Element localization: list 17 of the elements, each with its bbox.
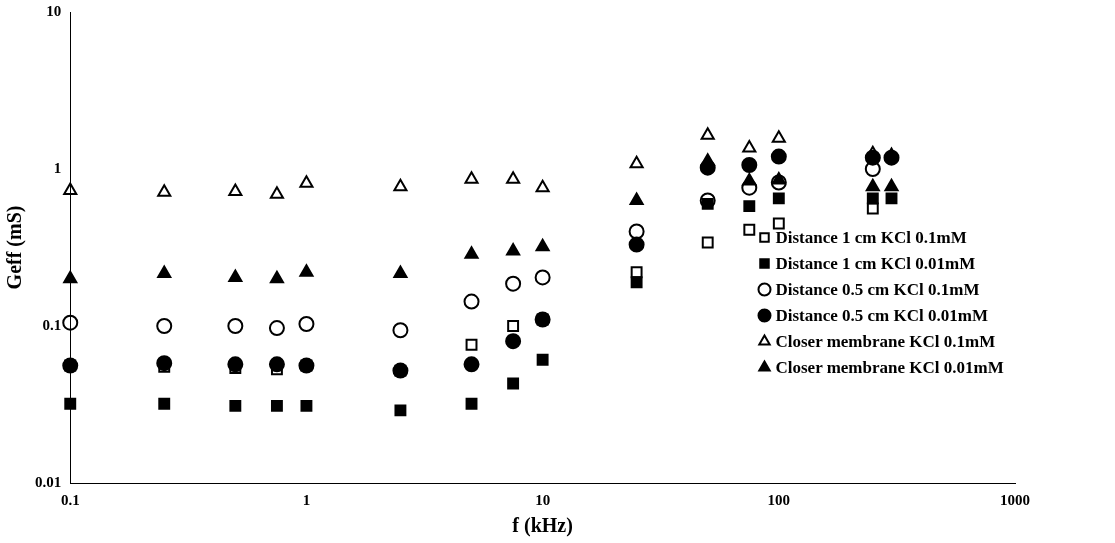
legend-label: Distance 0.5 cm KCl 0.01mM (775, 305, 988, 325)
legend-label: Closer membrane KCl 0.01mM (775, 357, 1004, 377)
y-tick-label: 10 (46, 2, 62, 19)
legend-label: Distance 1 cm KCl 0.1mM (775, 227, 967, 247)
y-axis-title: Geff (mS) (3, 205, 27, 290)
y-tick-label: 1 (53, 159, 62, 176)
x-tick-label: 1000 (1000, 491, 1030, 508)
legend-label: Closer membrane KCl 0.1mM (775, 331, 996, 351)
x-tick-label: 0.1 (60, 491, 80, 508)
legend-label: Distance 1 cm KCl 0.01mM (775, 253, 976, 273)
x-tick-label: 10 (535, 491, 551, 508)
x-axis-title: f (kHz) (512, 514, 573, 538)
x-tick-label: 100 (767, 491, 791, 508)
legend-label: Distance 0.5 cm KCl 0.1mM (775, 279, 980, 299)
y-tick-label: 0.01 (35, 473, 62, 490)
x-tick-label: 1 (302, 491, 311, 508)
y-tick-label: 0.1 (42, 316, 62, 333)
